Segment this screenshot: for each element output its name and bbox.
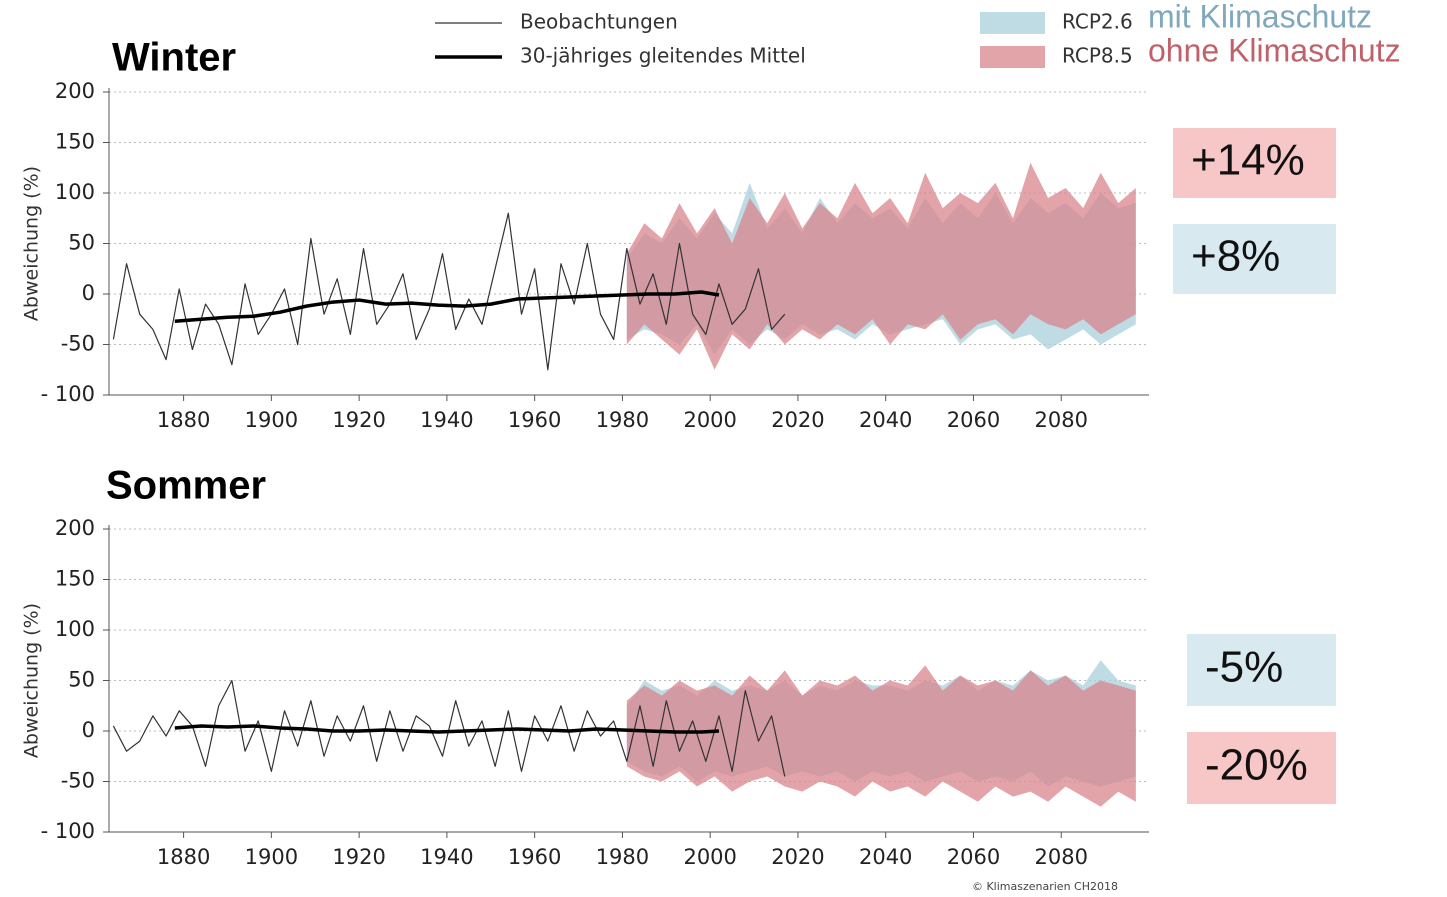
x-tick-label: 1940: [420, 408, 473, 432]
y-tick-label: -50: [61, 332, 95, 356]
y-tick-label: 50: [68, 668, 95, 692]
change-box: [1187, 634, 1336, 706]
x-tick-label: 1880: [157, 408, 210, 432]
change-box: [1187, 732, 1336, 804]
change-label: -20%: [1205, 741, 1308, 790]
legend-swatch: [980, 46, 1045, 68]
x-tick-label: 1880: [157, 845, 210, 869]
series-line: [112, 212, 786, 371]
x-tick-label: 1980: [596, 845, 649, 869]
x-tick-label: 1900: [245, 845, 298, 869]
chart-title: Sommer: [106, 464, 266, 508]
x-tick-label: 2040: [859, 408, 912, 432]
change-box: [1173, 224, 1336, 294]
y-tick-label: 100: [55, 180, 95, 204]
chart-title: Winter: [112, 36, 236, 80]
x-tick-label: 2060: [947, 408, 1000, 432]
y-axis-label: Abweichung (%): [21, 603, 43, 758]
series-line: [174, 290, 720, 324]
y-tick-label: 0: [82, 281, 95, 305]
y-tick-label: 150: [55, 567, 95, 591]
legend-description: mit Klimaschutz: [1148, 0, 1372, 34]
change-label: +8%: [1191, 232, 1280, 281]
series-line: [174, 724, 720, 734]
y-tick-label: 50: [68, 231, 95, 255]
y-tick-label: - 100: [41, 382, 95, 406]
band: [626, 665, 1136, 807]
series-line: [112, 679, 786, 777]
legend-swatch: [980, 12, 1045, 34]
x-tick-label: 2060: [947, 845, 1000, 869]
x-tick-label: 1960: [508, 408, 561, 432]
legend-description: ohne Klimaschutz: [1148, 32, 1401, 68]
y-tick-label: 150: [55, 130, 95, 154]
x-tick-label: 1920: [332, 408, 385, 432]
y-tick-label: 200: [55, 79, 95, 103]
change-box: [1173, 128, 1336, 198]
y-tick-label: - 100: [41, 819, 95, 843]
x-tick-label: 1920: [332, 845, 385, 869]
legend-label: RCP2.6: [1062, 10, 1133, 34]
x-tick-label: 2080: [1035, 408, 1088, 432]
x-tick-label: 2000: [683, 845, 736, 869]
x-tick-label: 1980: [596, 408, 649, 432]
band: [626, 162, 1136, 370]
y-axis-label: Abweichung (%): [21, 166, 43, 321]
legend-label: RCP8.5: [1062, 44, 1133, 68]
y-tick-label: 100: [55, 617, 95, 641]
y-tick-label: 200: [55, 516, 95, 540]
change-label: +14%: [1191, 136, 1305, 185]
legend-label: Beobachtungen: [520, 10, 678, 34]
source: © Klimaszenarien CH2018: [972, 880, 1118, 893]
x-tick-label: 1900: [245, 408, 298, 432]
legend-label: 30-jähriges gleitendes Mittel: [520, 44, 806, 68]
change-label: -5%: [1205, 643, 1283, 692]
x-tick-label: 2020: [771, 845, 824, 869]
y-tick-label: 0: [82, 718, 95, 742]
x-tick-label: 2000: [683, 408, 736, 432]
x-tick-label: 2040: [859, 845, 912, 869]
x-tick-label: 2080: [1035, 845, 1088, 869]
x-tick-label: 1960: [508, 845, 561, 869]
y-tick-label: -50: [61, 769, 95, 793]
x-tick-label: 2020: [771, 408, 824, 432]
x-tick-label: 1940: [420, 845, 473, 869]
